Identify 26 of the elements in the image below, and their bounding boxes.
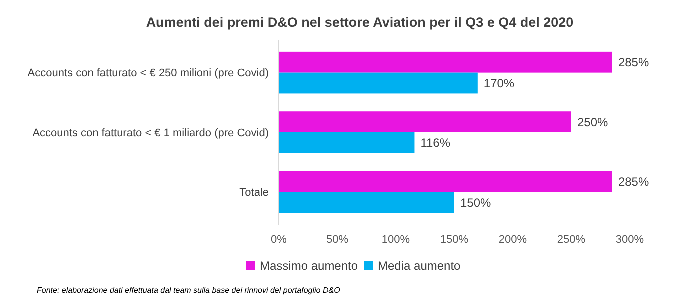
legend-label: Massimo aumento (260, 259, 358, 274)
x-tick-label: 200% (498, 234, 528, 246)
data-label: 170% (484, 76, 515, 90)
bar (279, 72, 478, 94)
x-tick-label: 150% (440, 234, 469, 246)
bar (279, 52, 612, 73)
x-tick-label: 300% (616, 234, 644, 246)
bar (279, 171, 612, 192)
data-label: 285% (618, 174, 650, 189)
y-tick-label: Totale (240, 187, 269, 200)
chart-title: Aumenti dei premi D&O nel settore Aviation per il Q3 e Q4 del 2020 (146, 15, 574, 30)
x-tick-label: 250% (557, 234, 586, 246)
data-label: 285% (618, 56, 650, 70)
x-tick-label: 100% (382, 234, 410, 246)
bar (279, 132, 415, 154)
legend-label: Media aumento (378, 259, 462, 274)
x-tick-label: 0% (271, 234, 288, 246)
source-note: Fonte: elaborazione dati effettuata dal team sulla base dei rinnovi del portafoglio D&O (37, 286, 340, 295)
data-label: 116% (420, 136, 451, 150)
data-label: 250% (578, 115, 609, 130)
x-tick-label: 50% (326, 234, 349, 246)
y-tick-label: Accounts con fatturato < € 250 milioni (pre Covid) (28, 68, 269, 80)
bar (279, 112, 572, 132)
bar (279, 192, 454, 214)
data-label: 150% (460, 196, 492, 210)
y-tick-label: Accounts con fatturato < € 1 miliardo (pre Covid) (32, 127, 269, 140)
